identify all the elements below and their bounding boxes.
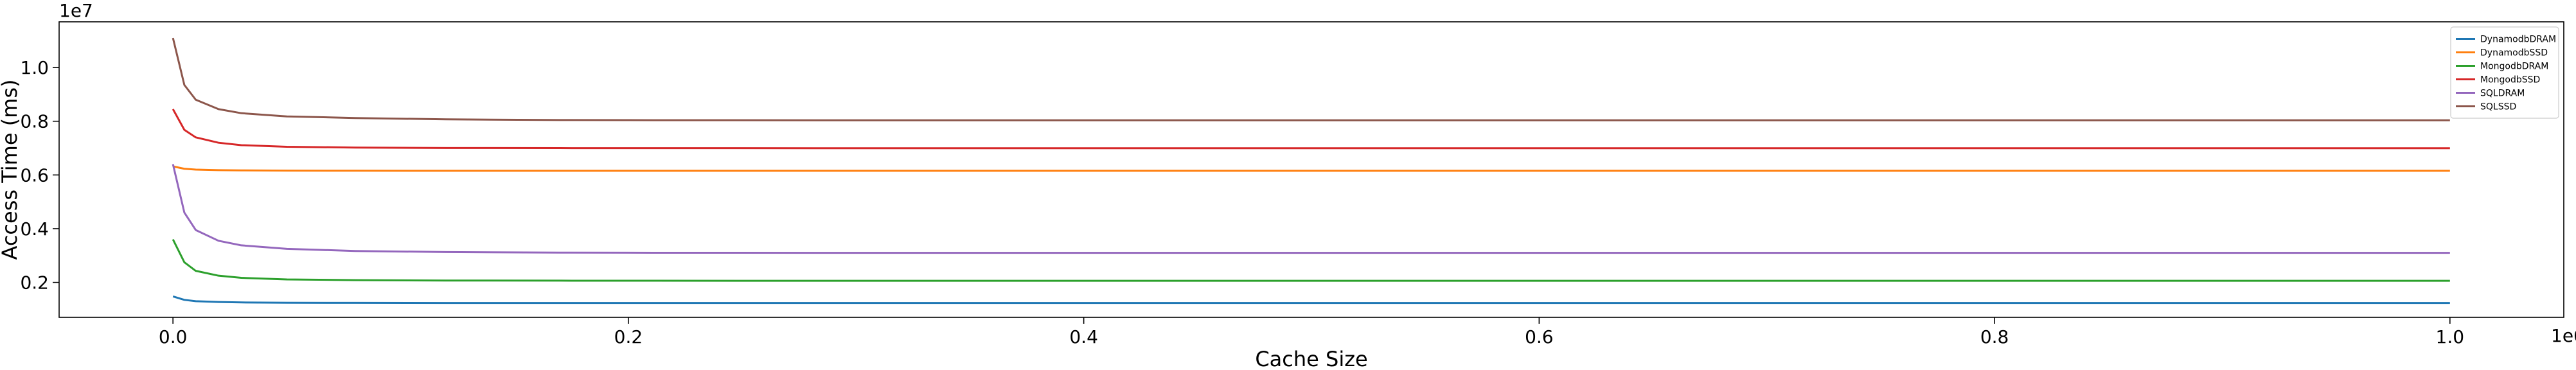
x-axis-label: Cache Size <box>1255 347 1367 367</box>
y-tick-label: 0.8 <box>20 111 49 132</box>
legend-label-dynamodbssd: DynamodbSSD <box>2480 48 2548 58</box>
plot-background <box>59 22 2564 317</box>
series-line-sqldram <box>172 164 2450 254</box>
y-axis: 0.2 0.4 0.6 0.8 1.0 <box>20 57 59 294</box>
legend-box <box>2450 26 2559 119</box>
plot-frame <box>58 21 2564 318</box>
series-line-sqlssd <box>172 37 2450 121</box>
x-tick-label: 0.2 <box>614 326 643 348</box>
y-tick-label: 0.2 <box>20 272 49 294</box>
series-line-mongodbssd <box>172 109 2450 150</box>
legend-label-sqlssd: SQLSSD <box>2480 102 2516 112</box>
legend-label-mongodbdram: MongodbDRAM <box>2480 62 2548 72</box>
y-tick-label: 1.0 <box>20 57 49 78</box>
legend-label-dynamodbdram: DynamodbDRAM <box>2480 35 2556 45</box>
y-tick-label: 0.4 <box>20 218 49 240</box>
legend: DynamodbDRAM DynamodbSSD MongodbDRAM Mongod… <box>2450 26 2559 119</box>
x-tick-label: 1.0 <box>2436 326 2465 348</box>
y-axis-label: Access Time (ms) <box>0 79 22 260</box>
legend-label-sqldram: SQLDRAM <box>2480 89 2525 99</box>
legend-label-mongodbssd: MongodbSSD <box>2480 75 2540 85</box>
x-tick-label: 0.8 <box>1980 326 2009 348</box>
series-line-mongodbdram <box>172 239 2450 282</box>
x-axis: 0.0 0.2 0.4 0.6 0.8 1.0 <box>159 317 2464 348</box>
x-tick-label: 0.0 <box>159 326 188 348</box>
series-layer <box>172 37 2450 304</box>
x-tick-label: 0.4 <box>1069 326 1098 348</box>
series-line-dynamodbdram <box>172 295 2450 304</box>
x-tick-label: 0.6 <box>1525 326 1554 348</box>
y-tick-label: 0.6 <box>20 164 49 186</box>
series-line-dynamodbssd <box>172 165 2450 172</box>
x-axis-scale-label: 1e6 <box>2551 325 2576 346</box>
y-axis-scale-label: 1e7 <box>59 0 93 21</box>
